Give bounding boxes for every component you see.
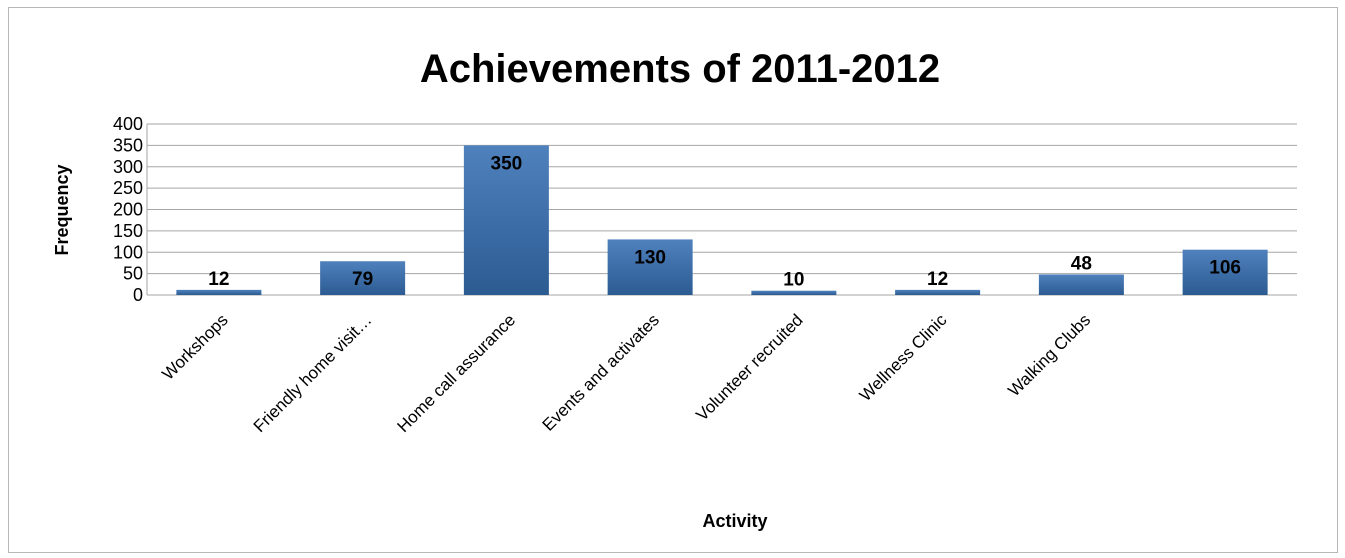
- bar: [463, 145, 549, 295]
- data-label: 106: [1209, 258, 1241, 279]
- x-tick-label: Events and activates: [539, 310, 663, 434]
- bar: [1038, 274, 1124, 295]
- bars: [176, 145, 1268, 295]
- gridlines: [146, 123, 1297, 296]
- bar: [176, 289, 262, 295]
- bar: [607, 239, 693, 295]
- x-tick-label: Home call assurance: [394, 310, 520, 436]
- data-labels: 12 79 350 130 10 12 48 106: [208, 153, 1241, 290]
- x-tick-label: Wellness Clinic: [856, 310, 951, 405]
- y-tick-label: 50: [123, 264, 143, 284]
- data-label: 12: [208, 269, 229, 290]
- y-tick-label: 400: [113, 114, 143, 134]
- bar: [895, 289, 981, 295]
- y-tick-label: 100: [113, 242, 143, 262]
- data-label: 79: [352, 269, 373, 290]
- x-axis-label: Activity: [702, 511, 767, 531]
- data-label: 12: [927, 269, 948, 290]
- y-tick-label: 200: [113, 200, 143, 220]
- y-axis-label: Frequency: [52, 164, 72, 255]
- y-tick-label: 300: [113, 157, 143, 177]
- y-tick-label: 250: [113, 178, 143, 198]
- data-label: 130: [634, 247, 666, 268]
- data-label: 10: [783, 270, 804, 291]
- data-label: 350: [491, 153, 523, 174]
- y-tick-label: 150: [113, 221, 143, 241]
- x-tick-label: Walking Clubs: [1004, 310, 1094, 400]
- chart-title: Achievements of 2011-2012: [420, 47, 940, 91]
- y-tick-label: 350: [113, 135, 143, 155]
- x-tick-label: Workshops: [158, 310, 231, 383]
- bar: [320, 261, 406, 295]
- x-tick-label: Volunteer recruited: [692, 310, 806, 424]
- x-axis-categories: Workshops Friendly home visit… Home call a…: [158, 310, 1094, 436]
- data-label: 48: [1071, 253, 1092, 274]
- bar: [1182, 249, 1268, 295]
- y-tick-label: 0: [133, 285, 143, 305]
- x-tick-label: Friendly home visit…: [250, 310, 376, 436]
- bar: [751, 290, 837, 295]
